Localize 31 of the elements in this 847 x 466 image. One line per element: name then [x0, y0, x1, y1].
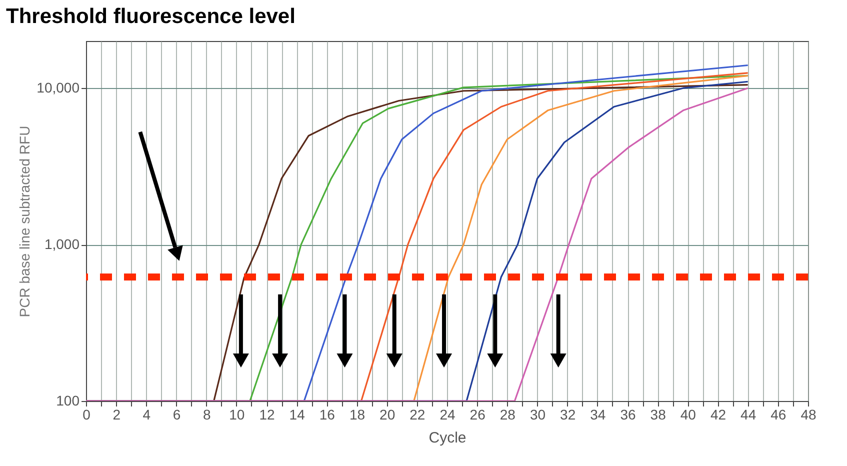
y-axis-title: PCR base line subtracted RFU: [16, 126, 33, 318]
y-tick-label: 10,000: [36, 80, 80, 96]
x-axis-title: Cycle: [428, 430, 466, 446]
x-tick-label: 26: [470, 406, 486, 422]
x-tick-label: 32: [560, 406, 576, 422]
x-tick-label: 2: [112, 406, 121, 422]
x-tick-label: 12: [259, 406, 275, 422]
x-tick-label: 18: [349, 406, 366, 422]
x-tick-label: 8: [202, 406, 211, 422]
x-tick-label: 4: [142, 406, 151, 422]
y-tick-label: 1,000: [44, 236, 80, 252]
x-tick-label: 38: [650, 406, 666, 422]
x-tick-label: 44: [740, 406, 756, 422]
text: Threshold fluorescence level: [6, 5, 296, 28]
y-tick-label: 100: [56, 392, 80, 408]
x-tick-label: 30: [530, 406, 546, 422]
x-tick-label: 10: [229, 406, 245, 422]
x-tick-label: 28: [500, 406, 516, 422]
x-tick-label: 20: [380, 406, 396, 422]
x-tick-label: 40: [680, 406, 696, 422]
x-tick-label: 22: [410, 406, 426, 422]
x-tick-label: 14: [289, 406, 306, 422]
x-tick-label: 34: [590, 406, 606, 422]
x-tick-label: 36: [620, 406, 636, 422]
x-tick-label: 6: [172, 406, 181, 422]
x-tick-label: 42: [710, 406, 726, 422]
x-tick-label: 24: [440, 406, 456, 422]
x-tick-label: 46: [770, 406, 786, 422]
x-tick-label: 0: [82, 406, 91, 422]
x-tick-label: 48: [800, 406, 816, 422]
x-tick-label: 16: [319, 406, 336, 422]
